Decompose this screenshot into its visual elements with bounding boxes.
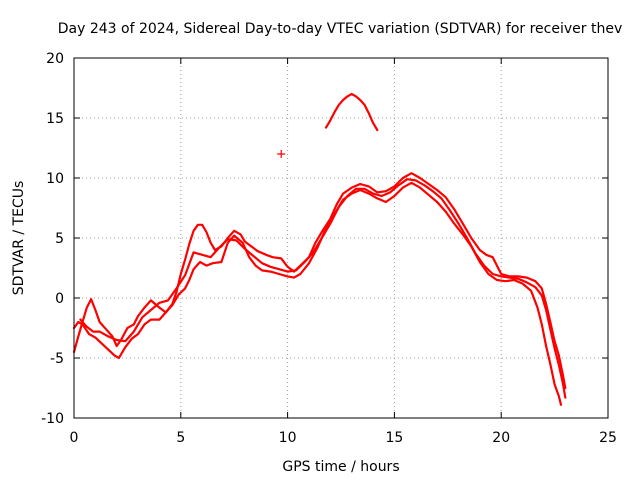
y-axis-label: SDTVAR / TECUs [11,181,27,296]
x-axis-label: GPS time / hours [282,459,399,475]
y-tick-label: 15 [46,111,64,127]
y-tick-label: -10 [41,411,64,427]
ticks [73,57,609,419]
x-tick-labels: 0 5 10 15 20 25 [70,430,617,446]
series-track-upper [72,172,567,390]
x-tick-label: 5 [176,430,185,446]
y-tick-label: -5 [50,351,64,367]
x-tick-label: 10 [279,430,297,446]
x-tick-label: 15 [385,430,403,446]
y-tick-labels: -10 -5 0 5 10 15 20 [41,51,64,427]
x-tick-label: 20 [492,430,510,446]
grid [74,58,608,418]
series-arc [324,92,379,132]
outlier-point [277,150,286,158]
y-tick-label: 20 [46,51,64,67]
series-track-lower [72,181,563,406]
x-tick-label: 25 [599,430,617,446]
y-tick-label: 5 [55,231,64,247]
x-tick-label: 0 [70,430,79,446]
data-layer [72,92,567,406]
chart-title: Day 243 of 2024, Sidereal Day-to-day VTE… [58,21,622,37]
y-tick-label: 0 [55,291,64,307]
series-track-middle [79,178,567,399]
y-tick-label: 10 [46,171,64,187]
